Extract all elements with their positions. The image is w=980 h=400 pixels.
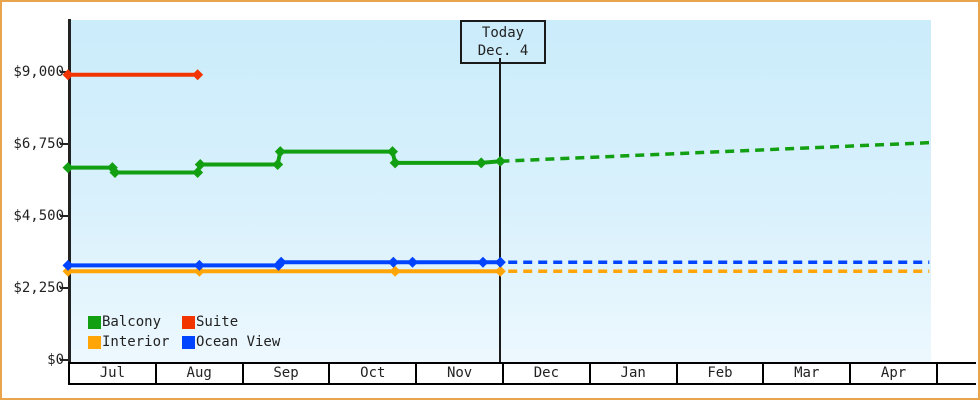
legend-swatch-icon <box>88 335 101 349</box>
x-axis-extension-top <box>936 362 976 364</box>
month-cell-nov: Nov <box>415 364 502 383</box>
today-line <box>499 58 501 362</box>
legend-item-ocean-view: Ocean View <box>182 332 280 352</box>
y-tick-mark <box>60 70 68 73</box>
legend-label: Ocean View <box>196 334 281 350</box>
month-cell-mar: Mar <box>762 364 849 383</box>
today-date: Dec. 4 <box>477 43 529 59</box>
y-tick-label: $2,250 <box>13 279 64 296</box>
legend-item-suite: Suite <box>182 312 280 332</box>
y-tick-label: $4,500 <box>13 207 64 224</box>
month-cell-feb: Feb <box>675 364 763 383</box>
y-tick-label: $6,750 <box>13 135 64 152</box>
x-axis-extension-bottom <box>936 383 976 385</box>
legend-item-balcony: Balcony <box>88 312 182 332</box>
month-cell-aug: Aug <box>154 364 242 383</box>
legend-label: Suite <box>196 314 239 330</box>
legend-item-interior: Interior <box>88 332 182 352</box>
month-cell-jul: Jul <box>99 365 126 381</box>
y-tick-label: $9,000 <box>13 63 64 80</box>
y-tick-mark <box>60 286 68 289</box>
legend-swatch-icon <box>182 315 195 329</box>
y-tick-mark <box>60 359 68 361</box>
legend-label: Interior <box>102 334 170 350</box>
y-tick-mark <box>60 214 68 217</box>
legend-swatch-icon <box>88 315 101 329</box>
today-label: Today <box>481 25 525 41</box>
legend: Balcony Suite Interior Ocean View <box>88 312 280 352</box>
y-tick-mark <box>60 142 68 145</box>
month-cell-jan: Jan <box>588 364 676 383</box>
y-tick-label: $0 <box>47 352 64 368</box>
y-axis <box>68 19 71 364</box>
month-cell-apr: Apr <box>849 364 936 383</box>
month-cell-dec: Dec <box>501 364 589 383</box>
legend-label: Balcony <box>102 314 162 330</box>
month-cell-oct: Oct <box>328 364 415 383</box>
month-cell-sep: Sep <box>241 364 329 383</box>
x-axis-months: Jul Aug Sep Oct Nov Dec Jan Feb Mar Apr <box>68 362 938 385</box>
today-flag: Today Dec. 4 <box>460 20 546 64</box>
legend-swatch-icon <box>182 335 195 349</box>
